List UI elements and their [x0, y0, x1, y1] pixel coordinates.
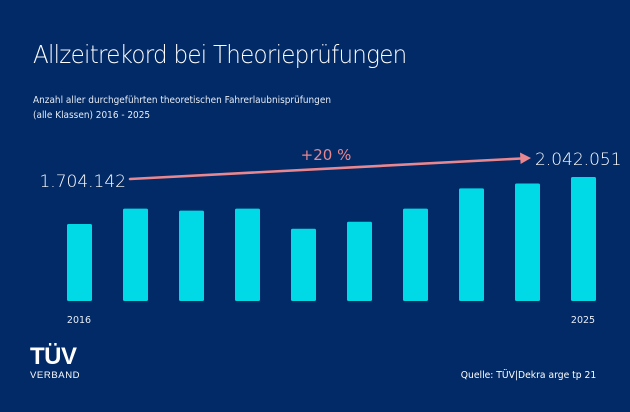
x-tick-label-last: 2025 [571, 315, 595, 326]
annotation-group: 1.704.142 2.042.051 +20 % [39, 146, 621, 192]
bar-2024 [515, 183, 540, 301]
growth-arrow-head [520, 152, 531, 164]
bar-2023 [459, 188, 484, 301]
bar-2022 [403, 208, 428, 301]
bar-2021 [347, 221, 372, 301]
x-axis-ticks: 2016 2025 [67, 315, 595, 326]
x-tick-label-first: 2016 [67, 315, 91, 326]
growth-arrow-line [128, 157, 523, 181]
source-note: Quelle: TÜV|Dekra arge tp 21 [460, 370, 596, 381]
subtitle-line-1: Anzahl aller durchgeführten theoretische… [33, 95, 331, 106]
logo-main-text: TÜV [30, 343, 77, 370]
bar-2019 [235, 208, 260, 301]
bar-2018 [179, 210, 204, 301]
tuev-verband-logo: TÜV VERBAND [30, 343, 81, 382]
bar-2017 [123, 208, 148, 301]
subtitle-line-2: (alle Klassen) 2016 - 2025 [33, 110, 151, 121]
bar-2025 [571, 177, 596, 301]
logo-sub-text: VERBAND [30, 370, 81, 381]
bars-group [67, 177, 596, 301]
change-percent-label: +20 % [301, 146, 352, 164]
start-value-label: 1.704.142 [39, 172, 126, 192]
chart-subtitle: Anzahl aller durchgeführten theoretische… [33, 93, 331, 123]
end-value-label: 2.042.051 [535, 150, 622, 170]
bar-2020 [291, 228, 316, 301]
chart-title: Allzeitrekord bei Theorieprüfungen [33, 40, 407, 69]
bar-2016 [67, 224, 92, 301]
